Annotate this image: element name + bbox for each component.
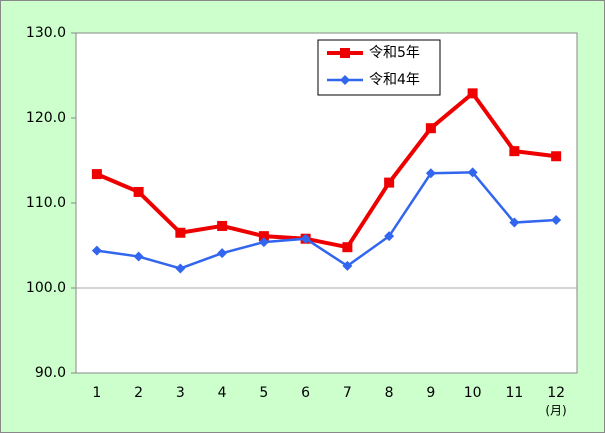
marker (551, 215, 562, 225)
x-tick-label: 5 (259, 385, 268, 401)
marker (384, 177, 395, 188)
marker (217, 220, 228, 231)
marker (300, 233, 311, 244)
x-tick-label: 10 (464, 385, 482, 401)
marker (467, 88, 478, 99)
legend-label: 令和4年 (369, 72, 420, 88)
x-tick-label: 12 (547, 385, 565, 401)
legend (317, 39, 441, 96)
marker (217, 248, 228, 259)
marker (342, 242, 353, 253)
marker (425, 123, 436, 134)
x-tick-label: 2 (134, 385, 143, 401)
marker (133, 186, 144, 197)
x-tick-label: 1 (92, 385, 101, 401)
x-unit: (月) (545, 404, 566, 418)
marker (258, 237, 269, 248)
x-tick-label: 6 (301, 385, 310, 401)
x-tick-label: 4 (218, 385, 227, 401)
y-tick-label: 130.0 (26, 25, 66, 41)
series-line (96, 90, 557, 250)
series-line (96, 171, 557, 270)
marker (258, 231, 269, 242)
marker (509, 146, 520, 157)
marker (340, 75, 350, 85)
marker (133, 251, 144, 262)
x-tick-label: 3 (176, 385, 185, 401)
y-tick-label: 100.0 (26, 280, 66, 296)
marker (384, 231, 395, 242)
marker (91, 169, 102, 180)
marker (175, 227, 186, 238)
marker (175, 263, 186, 274)
marker (467, 167, 478, 178)
legend-label: 令和5年 (369, 45, 420, 61)
x-tick-label: 8 (385, 385, 394, 401)
marker (509, 217, 520, 228)
marker (91, 245, 102, 256)
x-tick-label: 7 (343, 385, 352, 401)
y-tick-label: 110.0 (26, 195, 66, 211)
marker (340, 48, 350, 58)
y-tick-label: 90.0 (35, 365, 66, 381)
marker (551, 151, 562, 162)
y-tick-label: 120.0 (26, 110, 66, 126)
x-tick-label: 11 (505, 385, 523, 401)
x-tick-label: 9 (426, 385, 435, 401)
marker (342, 260, 353, 271)
marker (425, 168, 436, 179)
